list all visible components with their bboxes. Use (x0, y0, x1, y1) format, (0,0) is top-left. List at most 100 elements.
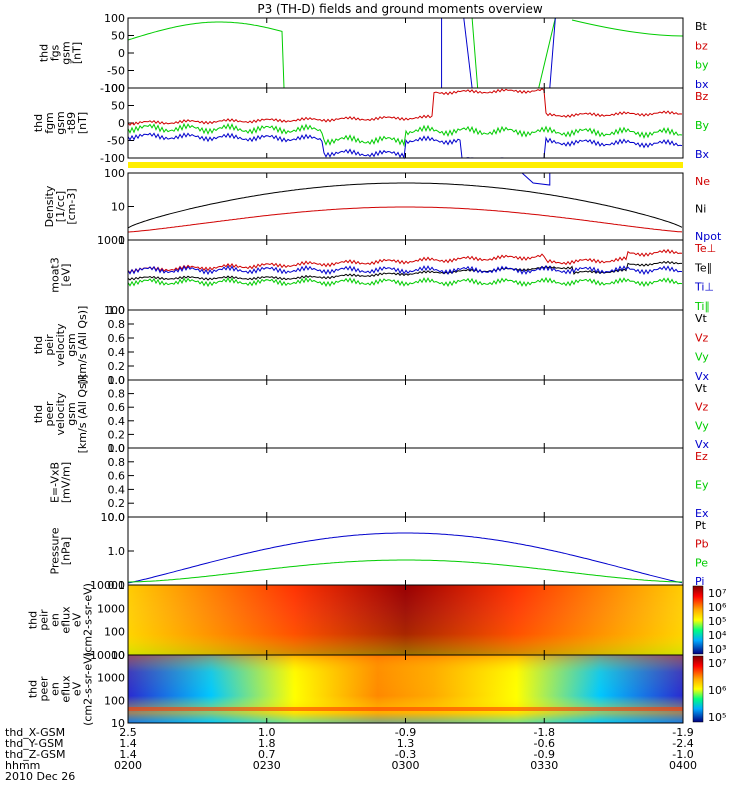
series-Ni (127, 182, 683, 229)
panel-vpeer-ylabel: velocity (54, 392, 67, 435)
footer-value: 1.4 (119, 737, 137, 750)
footer-value: 0300 (392, 759, 420, 772)
footer-value: 0200 (114, 759, 142, 772)
panel-peer-ytick: 1000 (97, 672, 125, 685)
panel-vpeir-ylabel: gsm (65, 333, 78, 356)
panel-density-ytick: 100 (104, 167, 125, 180)
panel-vpeer-ylabel: thd (32, 405, 45, 423)
colorbar-label: 10⁶ (708, 684, 727, 697)
colorbar-label: 10⁷ (708, 657, 726, 670)
panel-peir-ylabel: eflux (60, 606, 73, 634)
panel-peer-ytick: 10000 (90, 649, 125, 662)
footer-value: -2.4 (672, 737, 693, 750)
footer-value: 1.3 (397, 737, 415, 750)
panel-peer-ylabel: en (49, 682, 62, 696)
panel-peer-ylabel: eflux (60, 675, 73, 703)
spectrogram-peer-band (128, 707, 683, 711)
footer-value: 0400 (669, 759, 697, 772)
panel-fgm-ylabel: gsm (54, 111, 67, 134)
panel-efield-legend-Ex: Ex (695, 507, 709, 520)
panel-density-ytick: 10 (111, 201, 125, 214)
panel-pressure-legend-Pt: Pt (695, 519, 707, 532)
panel-temp-legend-Te∥: Te∥ (694, 261, 712, 274)
panel-fgs-legend-bx: bx (695, 78, 709, 91)
panel-density-legend-Npot: Npot (695, 230, 722, 243)
colorbar-label: 10⁵ (708, 711, 726, 724)
panel-peir-ytick: 10 (111, 649, 125, 662)
footer-value: 1.4 (119, 748, 137, 761)
footer-value: -1.9 (672, 726, 693, 739)
panel-efield-ylabel: [mV/m] (60, 462, 73, 503)
spectrogram-peer-overlay (128, 655, 683, 723)
panel-peer-ylabel: (cm2-s-sr-eV) (82, 652, 95, 726)
series-Te-perp (127, 248, 683, 274)
panel-pressure-legend-Pb: Pb (695, 538, 709, 551)
panel-vpeer-legend-Vy: Vy (695, 419, 709, 432)
panel-frame (127, 379, 684, 449)
footer-label-hhmm: hhmm (5, 759, 40, 772)
panel-pressure: Pressure[nPa] 10.0 1.0 0.1 Pt Pb Pe Pi (49, 511, 709, 592)
footer-label-thd_Y-GSM: thd_Y-GSM (5, 737, 64, 750)
panel-efield-ytick: 0.6 (108, 470, 126, 483)
panel-vpeir-ytick: 0.8 (108, 318, 126, 331)
panel-vpeir-legend-Vz: Vz (695, 331, 709, 344)
panel-temp-legend-Ti⊥: Ti⊥ (694, 281, 714, 294)
colorbar (692, 655, 704, 723)
panel-fgs-legend-bz: bz (695, 39, 708, 52)
panel-peir-ylabel: peir (38, 609, 51, 631)
panel-fgm-ylabel: [nT] (76, 112, 89, 134)
panel-vpeer-ytick: 0.0 (108, 442, 126, 455)
panel-vpeer-ytick: 0.6 (108, 401, 126, 414)
footer-value: 1.8 (258, 737, 276, 750)
panel-temp-legend-Te⊥: Te⊥ (694, 242, 716, 255)
panel-temp-ytick: 100 (104, 304, 125, 317)
panel-efield-ytick: 1.0 (108, 442, 126, 455)
panel-vpeer-ytick: 1.0 (108, 374, 126, 387)
series-by-spike (471, 17, 479, 89)
panel-vpeer-legend-Vx: Vx (695, 438, 710, 451)
panel-pressure-legend-Pe: Pe (695, 556, 708, 569)
panel-vpeir-ytick: 0.2 (108, 360, 126, 373)
footer-value: 0230 (253, 759, 281, 772)
footer-value: -0.6 (534, 737, 555, 750)
series-By (127, 122, 683, 148)
series-Pe (128, 559, 682, 583)
panel-fgm-ytick: 100 (104, 82, 125, 95)
footer-value: -0.9 (534, 748, 555, 761)
footer-date: 2010 Dec 26 (5, 770, 75, 783)
panels-group: thdfgsgsm[nT]100500-50-100Btbzbybxthdfgm… (27, 12, 727, 730)
footer-value: -1.8 (534, 726, 555, 739)
panel-density-ylabel: Density (43, 185, 56, 227)
panel-fgs-ytick: 0 (118, 47, 125, 60)
panel-efield-ylabel: E=-VxB (49, 462, 62, 503)
panel-temp-ylabel: [eV] (60, 264, 73, 287)
series-Pi (127, 532, 683, 584)
panel-efield-ytick: 0.2 (108, 497, 126, 510)
panel-density-legend-Ni: Ni (695, 203, 706, 216)
panel-peir-ylabel: eV (71, 612, 84, 627)
panel-pressure-ytick: 0.1 (108, 579, 126, 592)
panel-temp-ylabel: moat3 (49, 257, 62, 293)
panel-fgs-ylabel: fgs (49, 44, 62, 61)
figure-title: P3 (TH-D) fields and ground moments over… (257, 2, 542, 16)
panel-efield-legend-Ez: Ez (695, 450, 708, 463)
footer-label-thd_X-GSM: thd_X-GSM (5, 726, 65, 739)
series-bx-spike3 (549, 17, 556, 89)
panel-frame (127, 239, 684, 311)
panel-fgs-ytick: -100 (100, 82, 125, 95)
panel-frame (127, 516, 684, 586)
colorbar-label: 10³ (708, 643, 726, 656)
footer-value: -1.0 (672, 748, 693, 761)
panel-fgs-ytick: 100 (104, 12, 125, 25)
panel-fgm-legend-Bz: Bz (695, 90, 709, 103)
panel-density-ylabel: [1/cc] (54, 191, 67, 222)
panel-peir-ylabel: (cm2-s-sr-eV) (82, 583, 95, 657)
panel-fgs-ylabel: gsm (60, 41, 73, 64)
panel-density-legend-Ne: Ne (695, 175, 710, 188)
panel-vpeer-ytick: 0.4 (108, 415, 126, 428)
